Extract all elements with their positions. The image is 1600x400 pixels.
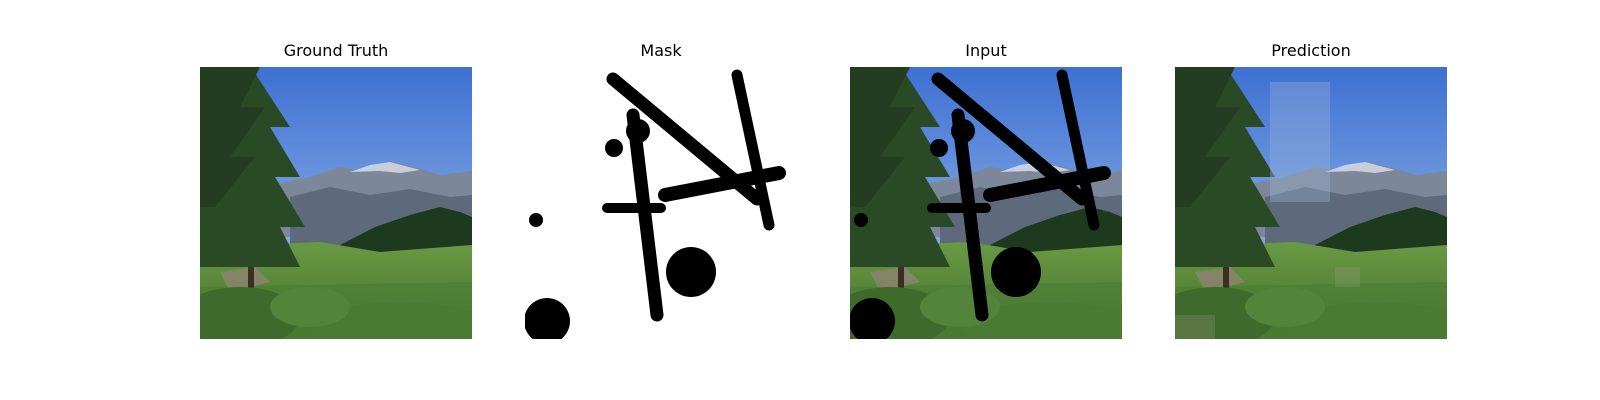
ground-truth-image xyxy=(200,67,472,339)
panel-title-ground-truth: Ground Truth xyxy=(283,41,389,60)
input-image xyxy=(850,67,1122,339)
panel-title-input: Input xyxy=(965,41,1007,60)
panel-title-prediction: Prediction xyxy=(1271,41,1351,60)
panel-title-mask: Mask xyxy=(640,41,682,60)
panel-input: Input xyxy=(850,0,1122,400)
panel-ground-truth: Ground Truth xyxy=(200,0,472,400)
prediction-image xyxy=(1175,67,1447,339)
mask-image xyxy=(525,67,797,339)
panel-prediction: Prediction xyxy=(1175,0,1447,400)
panel-mask: Mask xyxy=(525,0,797,400)
